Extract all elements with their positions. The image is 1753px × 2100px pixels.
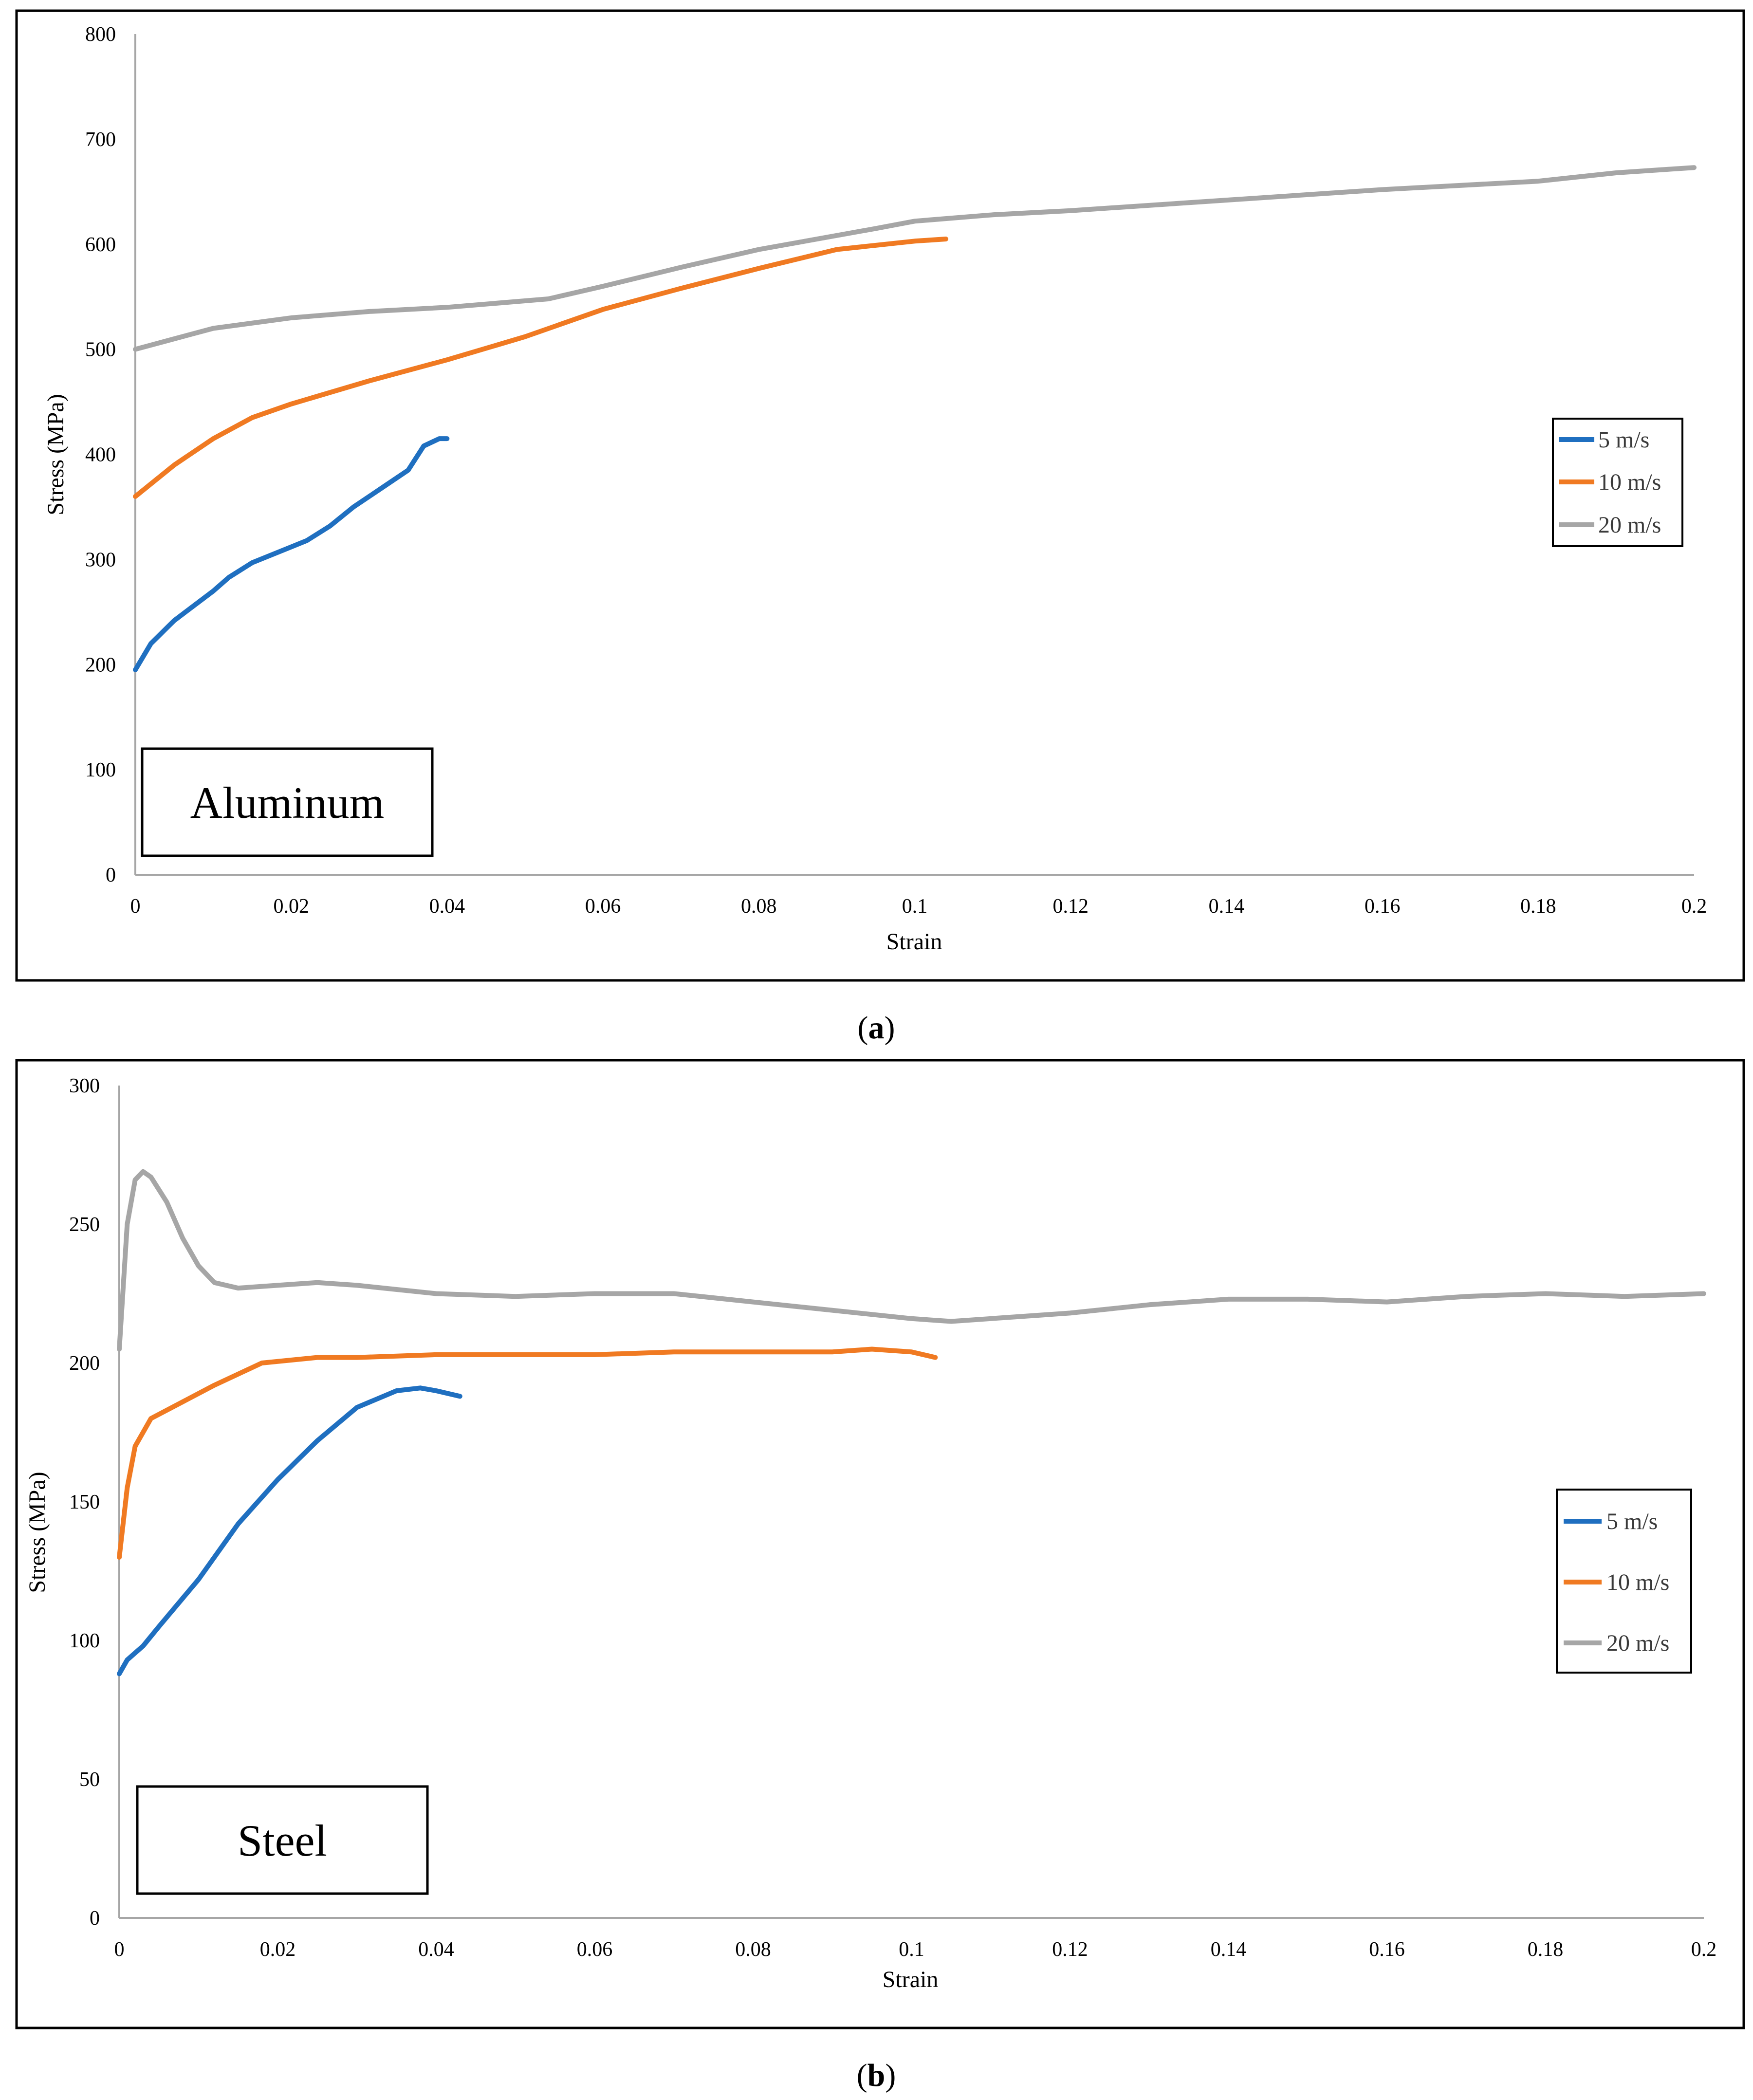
chart-aluminum-panel: 0 100 200 300 400 500 600 700 800 0 0.02 0.04 0.06 0.… xyxy=(15,9,1745,982)
chart-aluminum-material-box: Aluminum xyxy=(141,747,434,857)
chart-steel-y-tick-label: 300 xyxy=(69,1075,100,1097)
chart-steel-legend-label-10: 10 m/s xyxy=(1606,1569,1669,1595)
caption-b-letter: b xyxy=(867,2058,886,2093)
chart-steel-x-tick-label: 0.14 xyxy=(1211,1938,1247,1961)
chart-aluminum-x-tick-label: 0.02 xyxy=(273,895,309,918)
chart-aluminum-legend: 5 m/s 10 m/s 20 m/s xyxy=(1552,418,1683,547)
caption-b: (b) xyxy=(857,2058,896,2093)
chart-aluminum-x-tick-label: 0.14 xyxy=(1209,895,1245,918)
chart-aluminum-series-20-line xyxy=(133,165,1697,352)
chart-steel-series-10-line xyxy=(117,1346,938,1560)
chart-aluminum-y-tick-label: 500 xyxy=(85,339,116,361)
chart-steel-series-20-line xyxy=(117,1169,1706,1352)
chart-steel-y-tick-label: 250 xyxy=(69,1214,100,1236)
chart-steel-y-tick-label: 50 xyxy=(79,1768,100,1791)
chart-steel-y-tick-label: 0 xyxy=(90,1907,100,1930)
chart-aluminum-y-tick-label: 300 xyxy=(85,549,116,571)
chart-aluminum-legend-label-20: 20 m/s xyxy=(1598,512,1661,538)
chart-steel-x-tick-label: 0.18 xyxy=(1528,1938,1564,1961)
caption-b-open: ( xyxy=(857,2058,867,2093)
chart-aluminum-x-tick-label: 0.04 xyxy=(429,895,465,918)
chart-aluminum-material-frame xyxy=(141,747,434,857)
chart-aluminum-xlabel: Strain xyxy=(886,929,942,955)
chart-steel-xlabel: Strain xyxy=(883,1967,939,1992)
chart-aluminum-x-tick-label: 0.08 xyxy=(741,895,777,918)
chart-aluminum-y-tick-label: 0 xyxy=(106,864,116,886)
chart-steel-x-tick-label: 0 xyxy=(114,1938,125,1961)
chart-steel-x-tick-label: 0.1 xyxy=(899,1938,924,1961)
chart-aluminum-x-tick-label: 0 xyxy=(130,895,141,918)
chart-aluminum-x-tick-label: 0.16 xyxy=(1365,895,1401,918)
chart-steel-material-label: Steel xyxy=(238,1816,327,1865)
chart-aluminum-plot: 0 100 200 300 400 500 600 700 800 0 0.02 0.04 0.06 0.… xyxy=(85,23,1707,918)
chart-aluminum-x-tick-label: 0.2 xyxy=(1681,895,1707,918)
chart-aluminum-y-tick-label: 600 xyxy=(85,234,116,256)
chart-aluminum-y-tick-label: 700 xyxy=(85,129,116,151)
chart-steel-series-5-line xyxy=(117,1385,462,1676)
chart-aluminum-y-tick-label: 800 xyxy=(85,23,116,46)
caption-a-open: ( xyxy=(858,1010,868,1046)
chart-aluminum-y-tick-label: 100 xyxy=(85,759,116,781)
caption-b-close: ) xyxy=(885,2058,896,2093)
chart-aluminum-x-tick-label: 0.06 xyxy=(585,895,621,918)
chart-aluminum-series-10-line xyxy=(133,237,948,499)
chart-aluminum-x-tick-label: 0.1 xyxy=(902,895,928,918)
chart-aluminum-legend-label-10: 10 m/s xyxy=(1598,469,1661,495)
chart-steel-x-tick-label: 0.06 xyxy=(577,1938,613,1961)
chart-steel-ylabel: Stress (MPa) xyxy=(24,1472,50,1593)
chart-aluminum-ylabel: Stress (MPa) xyxy=(43,394,69,515)
chart-steel-y-tick-label: 150 xyxy=(69,1491,100,1513)
chart-aluminum-legend-label-5: 5 m/s xyxy=(1598,427,1649,453)
chart-steel-x-tick-label: 0.04 xyxy=(418,1938,454,1961)
chart-aluminum-material-label: Aluminum xyxy=(190,778,385,828)
caption-a-close: ) xyxy=(885,1010,895,1046)
chart-aluminum-x-tick-label: 0.12 xyxy=(1052,895,1089,918)
chart-steel-panel: 0 50 100 150 200 250 300 0 0.02 0.04 0.06 0.08 0.1 0.… xyxy=(15,1059,1745,2029)
caption-a-letter: a xyxy=(868,1010,885,1046)
chart-steel-y-tick-label: 100 xyxy=(69,1630,100,1652)
chart-steel-x-tick-label: 0.12 xyxy=(1052,1938,1088,1961)
chart-steel-material-box: Steel xyxy=(136,1785,429,1895)
chart-steel-x-tick-label: 0.2 xyxy=(1691,1938,1717,1961)
chart-steel-x-tick-label: 0.08 xyxy=(735,1938,771,1961)
chart-steel-y-tick-label: 200 xyxy=(69,1352,100,1375)
chart-aluminum-y-tick-label: 400 xyxy=(85,444,116,466)
chart-steel-legend-label-5: 5 m/s xyxy=(1606,1509,1658,1534)
chart-steel-plot: 0 50 100 150 200 250 300 0 0.02 0.04 0.06 0.08 0.1 0.… xyxy=(69,1075,1716,1961)
chart-steel-x-tick-label: 0.02 xyxy=(260,1938,296,1961)
chart-steel-x-tick-label: 0.16 xyxy=(1369,1938,1405,1961)
chart-steel-legend: 5 m/s 10 m/s 20 m/s xyxy=(1556,1489,1692,1674)
chart-aluminum-y-tick-label: 200 xyxy=(85,654,116,676)
caption-a: (a) xyxy=(858,1010,895,1046)
chart-aluminum-x-tick-label: 0.18 xyxy=(1520,895,1556,918)
chart-aluminum-series-5-line xyxy=(133,436,450,672)
chart-steel-legend-label-20: 20 m/s xyxy=(1606,1630,1669,1656)
chart-steel-material-frame xyxy=(136,1785,429,1895)
